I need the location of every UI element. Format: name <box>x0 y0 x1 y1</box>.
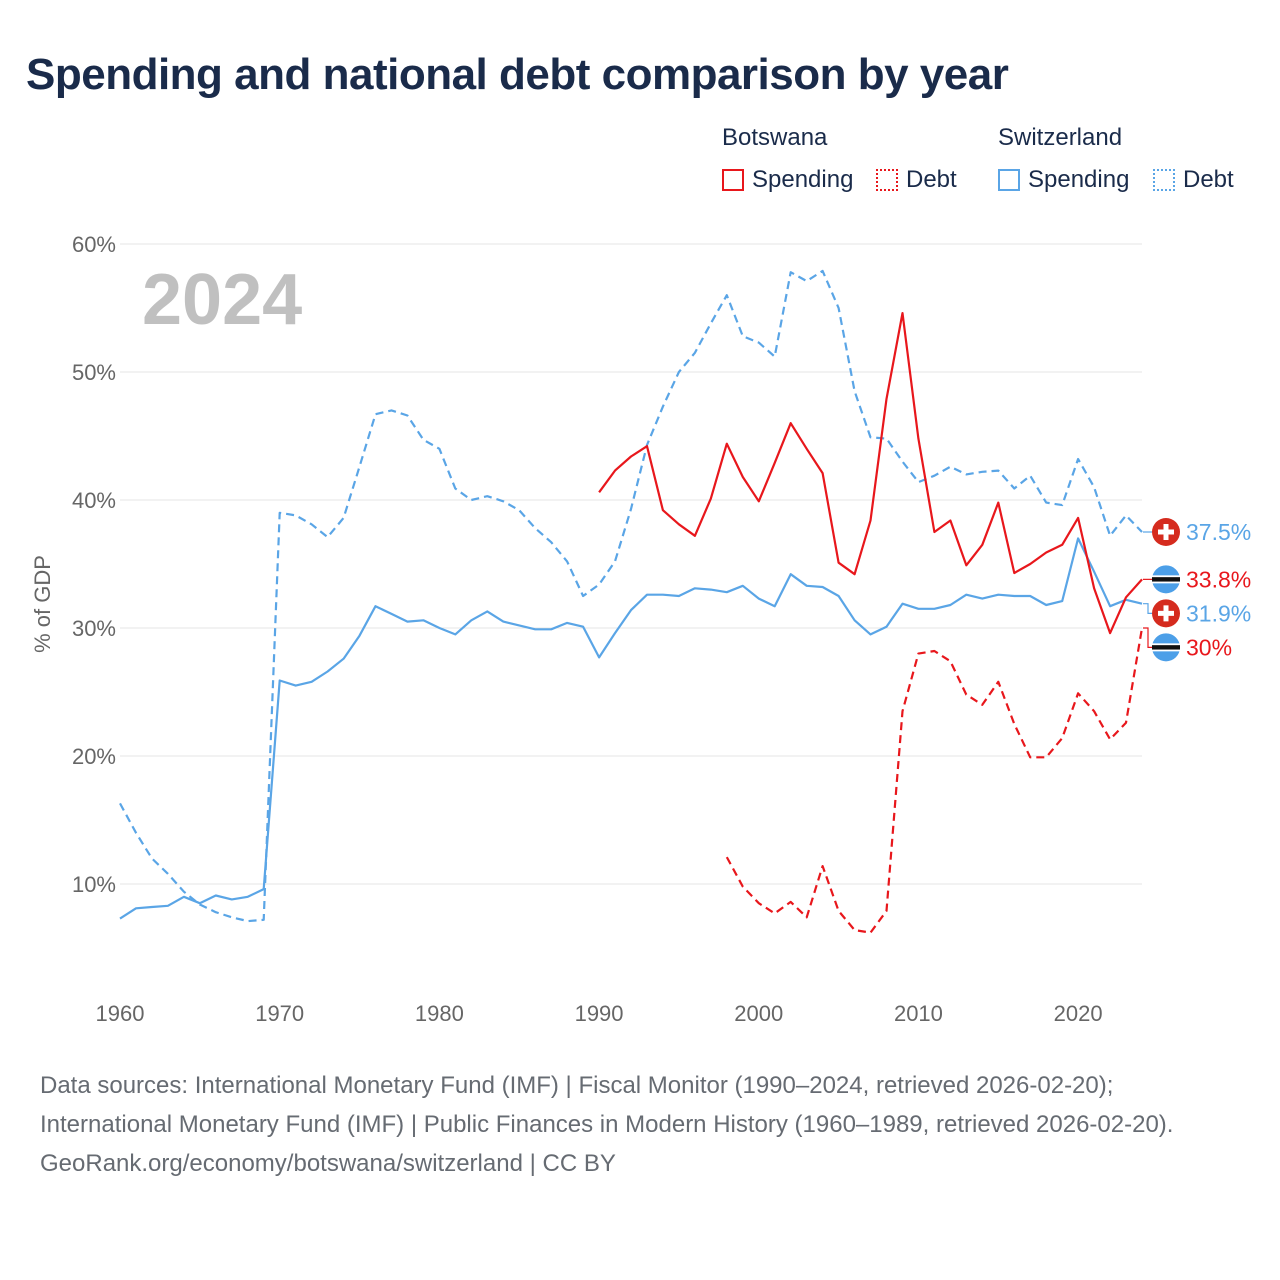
series-line-botswana-debt <box>725 627 1144 934</box>
end-label-value: 31.9% <box>1186 600 1251 626</box>
legend-label: Spending <box>752 166 854 193</box>
legend-group-switzerland: Switzerland <box>998 124 1123 151</box>
y-tick-label: 60% <box>72 232 116 257</box>
end-label-value: 33.8% <box>1186 566 1251 592</box>
dotted-swatch-icon <box>876 169 898 191</box>
y-tick-label: 20% <box>72 744 116 769</box>
y-tick-label: 30% <box>72 616 116 641</box>
series-lines <box>119 269 1144 934</box>
label-leader-line <box>1143 627 1152 648</box>
solid-swatch-icon <box>722 169 744 191</box>
dotted-swatch-icon <box>1153 169 1175 191</box>
label-leader-line <box>1143 603 1152 614</box>
footer: Data sources: International Monetary Fun… <box>40 1066 1240 1183</box>
switzerland-flag-icon <box>1152 599 1180 628</box>
legend-group-botswana: Botswana <box>722 124 828 151</box>
x-tick-label: 2020 <box>1054 1001 1103 1026</box>
legend-label: Debt <box>1183 166 1234 193</box>
end-labels: 37.5% 33.8% 31.9% 30% <box>1143 518 1251 662</box>
year-label: 2024 <box>142 260 302 340</box>
y-axis-ticks: 10% 20% 30% 40% 50% 60% <box>72 232 116 897</box>
legend-label: Spending <box>1028 166 1130 193</box>
x-tick-label: 1990 <box>575 1001 624 1026</box>
credit-link[interactable]: GeoRank.org/economy/botswana/switzerland… <box>40 1150 616 1177</box>
x-axis-ticks: 1960 1970 1980 1990 2000 2010 2020 <box>96 1001 1103 1026</box>
x-tick-label: 1960 <box>96 1001 145 1026</box>
end-label-value: 30% <box>1186 634 1232 660</box>
x-tick-label: 1970 <box>255 1001 304 1026</box>
botswana-flag-icon <box>1152 633 1180 662</box>
x-tick-label: 2000 <box>734 1001 783 1026</box>
line-chart: 10% 20% 30% 40% 50% 60% 1960 1970 1980 1990 2000 2… <box>30 232 1251 1026</box>
data-sources: Data sources: International Monetary Fun… <box>40 1072 1174 1138</box>
y-tick-label: 10% <box>72 872 116 897</box>
x-tick-label: 2010 <box>894 1001 943 1026</box>
legend-item-switzerland-spending[interactable]: Spending <box>998 166 1129 194</box>
x-tick-label: 1980 <box>415 1001 464 1026</box>
y-tick-label: 40% <box>72 488 116 513</box>
gridlines <box>120 243 1142 885</box>
botswana-flag-icon <box>1152 565 1180 594</box>
solid-swatch-icon <box>998 169 1020 191</box>
legend-item-botswana-spending[interactable]: Spending <box>722 166 853 194</box>
y-axis-label: % of GDP <box>30 555 55 653</box>
series-line-switzerland-spending <box>119 537 1143 920</box>
switzerland-flag-icon <box>1152 518 1180 546</box>
legend-item-switzerland-debt[interactable]: Debt <box>1153 166 1234 194</box>
legend-label: Debt <box>906 166 957 193</box>
legend-item-botswana-debt[interactable]: Debt <box>876 166 957 194</box>
y-tick-label: 50% <box>72 360 116 385</box>
chart-title: Spending and national debt comparison by… <box>26 50 1009 99</box>
series-line-botswana-spending <box>598 312 1143 635</box>
series-line-switzerland-debt <box>119 269 1143 923</box>
end-label-value: 37.5% <box>1186 519 1251 545</box>
